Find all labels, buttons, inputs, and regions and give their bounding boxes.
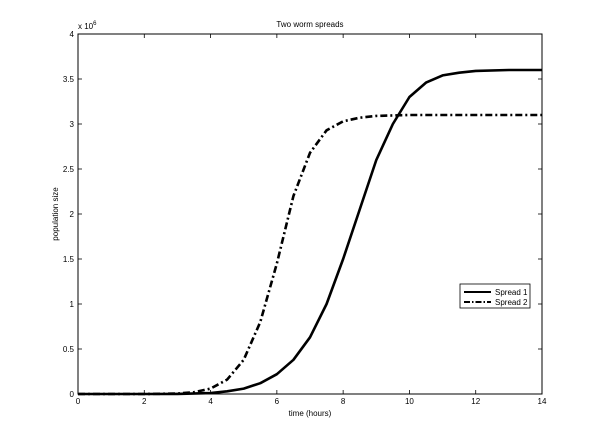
- legend-label-spread-2: Spread 2: [495, 298, 528, 307]
- y-tick-label: 3: [70, 120, 75, 129]
- y-exponent-label: x 106: [78, 21, 97, 31]
- x-tick-label: 6: [275, 397, 280, 406]
- y-tick-label: 0: [70, 390, 75, 399]
- y-tick-label: 1.5: [63, 255, 75, 264]
- y-tick-label: 1: [70, 300, 75, 309]
- x-tick-label: 12: [471, 397, 480, 406]
- x-tick-label: 2: [142, 397, 147, 406]
- y-tick-label: 4: [70, 30, 75, 39]
- x-tick-label: 10: [405, 397, 414, 406]
- series-line-spread-2: [78, 113, 542, 396]
- legend: Spread 1 Spread 2: [459, 283, 531, 309]
- y-tick-label: 3.5: [63, 75, 75, 84]
- x-tick-label: 14: [538, 397, 547, 406]
- x-axis-label: time (hours): [289, 409, 332, 418]
- y-tick-label: 2: [70, 210, 75, 219]
- y-exponent-power: 6: [93, 21, 97, 27]
- y-exponent-base: x 10: [78, 22, 94, 31]
- x-tick-label: 0: [76, 397, 81, 406]
- y-axis-label: population size: [51, 187, 60, 241]
- series-line-spread-1: [78, 68, 542, 396]
- x-tick-label: 4: [208, 397, 213, 406]
- y-tick-label: 2.5: [63, 165, 75, 174]
- legend-label-spread-1: Spread 1: [495, 288, 528, 297]
- legend-box: [459, 283, 531, 309]
- x-tick-label: 8: [341, 397, 346, 406]
- y-tick-label: 0.5: [63, 345, 75, 354]
- plot-area: [77, 33, 543, 395]
- chart-title: Two worm spreads: [276, 20, 343, 29]
- series-lines: [78, 68, 542, 396]
